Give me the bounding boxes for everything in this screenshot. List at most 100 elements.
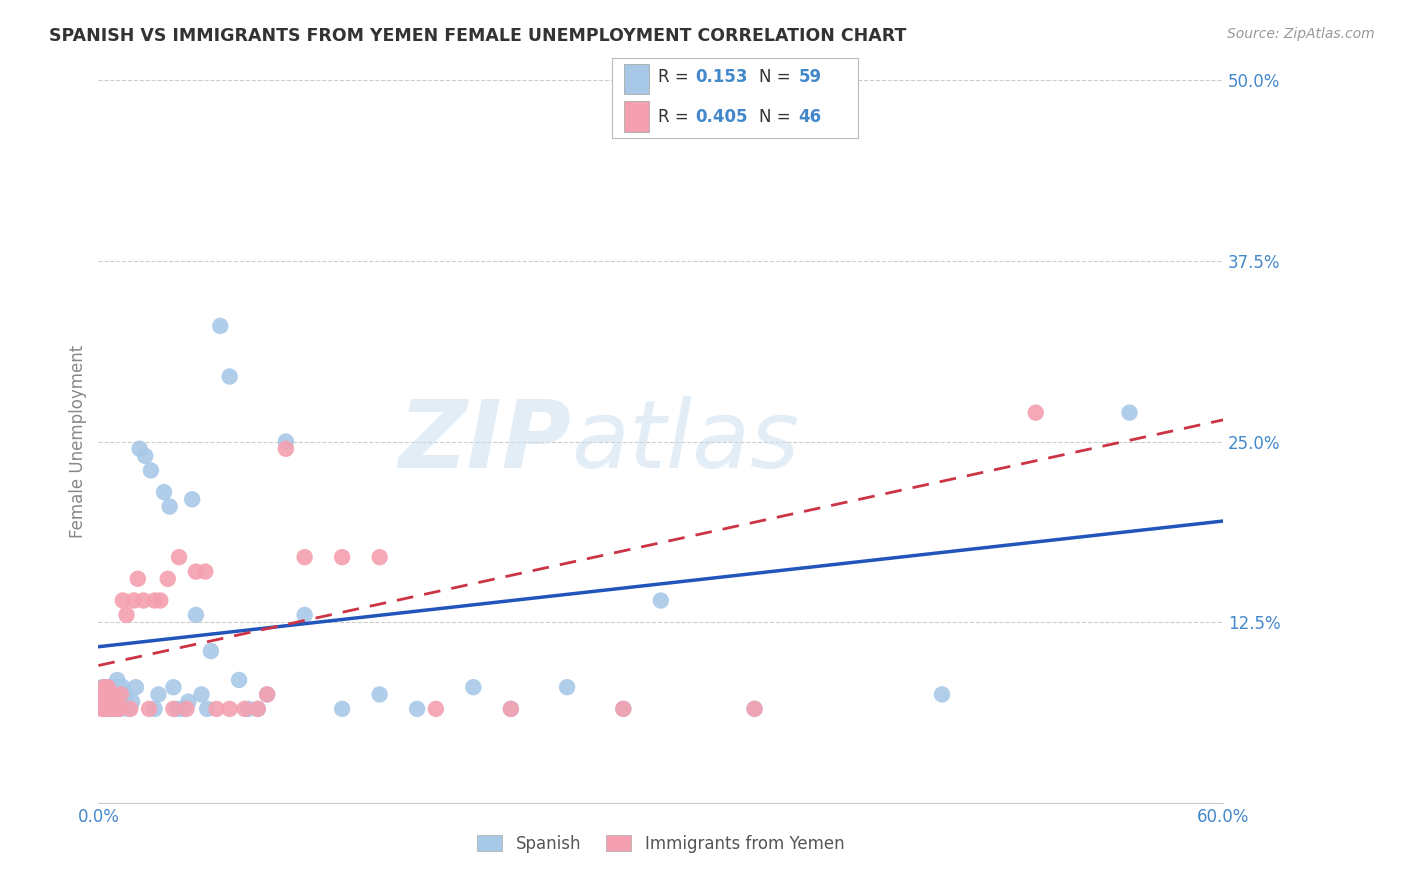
Point	[100, 702, 122, 716]
Text: ZIP: ZIP	[398, 395, 571, 488]
Point	[104, 702, 127, 716]
Y-axis label: Female Unemployment: Female Unemployment	[69, 345, 87, 538]
Point	[274, 434, 297, 449]
Point	[94, 695, 117, 709]
Text: N =: N =	[759, 109, 796, 127]
Point	[125, 680, 148, 694]
Point	[111, 680, 134, 694]
Point	[184, 565, 207, 579]
Point	[104, 702, 127, 716]
Point	[97, 680, 120, 694]
Point	[149, 593, 172, 607]
Point	[93, 702, 115, 716]
Point	[143, 702, 166, 716]
Point	[499, 702, 522, 716]
Point	[368, 687, 391, 701]
Point	[744, 702, 766, 716]
Point	[238, 702, 260, 716]
Text: 59: 59	[799, 69, 821, 87]
Point	[127, 572, 149, 586]
Point	[209, 318, 232, 333]
Point	[256, 687, 278, 701]
Point	[463, 680, 485, 694]
Point	[143, 593, 166, 607]
Text: SPANISH VS IMMIGRANTS FROM YEMEN FEMALE UNEMPLOYMENT CORRELATION CHART: SPANISH VS IMMIGRANTS FROM YEMEN FEMALE …	[49, 27, 907, 45]
Point	[233, 702, 256, 716]
Point	[218, 702, 240, 716]
Point	[98, 687, 121, 701]
Point	[425, 702, 447, 716]
Point	[184, 607, 207, 622]
Point	[931, 687, 953, 701]
Point	[89, 687, 111, 701]
Point	[406, 702, 429, 716]
Point	[93, 687, 115, 701]
Point	[117, 702, 139, 716]
Point	[94, 695, 117, 709]
Point	[167, 550, 190, 565]
Point	[176, 702, 198, 716]
Point	[121, 695, 143, 709]
Point	[246, 702, 269, 716]
Point	[612, 702, 634, 716]
Point	[256, 687, 278, 701]
Point	[162, 702, 184, 716]
Point	[93, 702, 115, 716]
Text: 0.153: 0.153	[696, 69, 748, 87]
Text: 46: 46	[799, 109, 821, 127]
Point	[103, 687, 125, 701]
Point	[94, 687, 117, 701]
Point	[153, 485, 176, 500]
Point	[294, 550, 316, 565]
Text: N =: N =	[759, 69, 796, 87]
Point	[91, 680, 114, 694]
Legend: Spanish, Immigrants from Yemen: Spanish, Immigrants from Yemen	[471, 828, 851, 860]
Point	[200, 644, 222, 658]
Point	[115, 687, 138, 701]
Point	[97, 702, 120, 716]
Point	[172, 702, 194, 716]
Text: Source: ZipAtlas.com: Source: ZipAtlas.com	[1227, 27, 1375, 41]
Point	[97, 680, 120, 694]
Point	[499, 702, 522, 716]
Point	[294, 607, 316, 622]
Point	[190, 687, 212, 701]
Point	[612, 702, 634, 716]
Point	[105, 695, 128, 709]
Point	[122, 593, 145, 607]
Point	[368, 550, 391, 565]
Point	[156, 572, 179, 586]
Point	[108, 702, 131, 716]
Point	[159, 500, 181, 514]
Point	[330, 550, 353, 565]
Point	[148, 687, 170, 701]
Point	[246, 702, 269, 716]
Point	[103, 687, 125, 701]
Point	[91, 695, 114, 709]
Point	[105, 680, 128, 694]
Point	[218, 369, 240, 384]
Point	[93, 680, 115, 694]
Text: 0.405: 0.405	[696, 109, 748, 127]
Point	[195, 702, 218, 716]
Point	[181, 492, 204, 507]
FancyBboxPatch shape	[624, 102, 648, 132]
Point	[91, 702, 114, 716]
Point	[100, 695, 122, 709]
Point	[650, 593, 672, 607]
Point	[120, 702, 142, 716]
Text: atlas: atlas	[571, 396, 799, 487]
Text: R =: R =	[658, 69, 695, 87]
Point	[166, 702, 188, 716]
Point	[139, 463, 162, 477]
Point	[91, 695, 114, 709]
Point	[115, 607, 138, 622]
FancyBboxPatch shape	[624, 63, 648, 95]
Point	[228, 673, 250, 687]
Point	[108, 695, 131, 709]
Point	[110, 687, 132, 701]
Point	[555, 680, 578, 694]
Point	[134, 449, 156, 463]
Point	[98, 702, 121, 716]
Point	[97, 702, 120, 716]
